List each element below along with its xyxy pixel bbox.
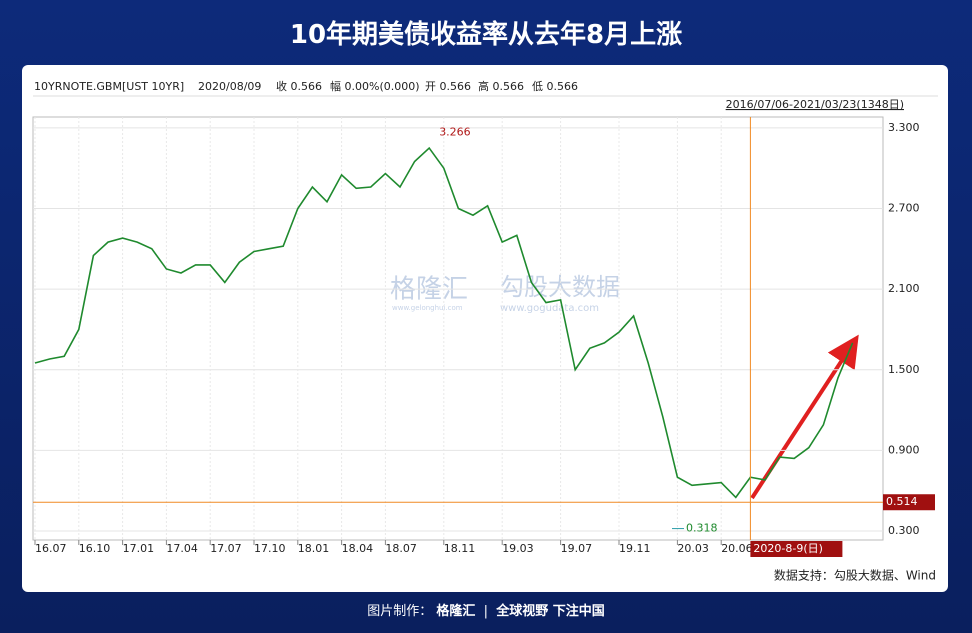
watermark-data-url: www.gogudata.com [500,303,599,314]
cursor-label: 2020-8-9(日) [753,542,823,555]
x-tick-label: 20.03 [677,542,709,555]
y-tick-label: 2.700 [888,202,920,215]
x-tick-label: 18.07 [385,542,417,555]
y-tick-label: 3.300 [888,121,920,134]
x-tick-label: 17.04 [166,542,198,555]
cursor-tag [750,541,843,557]
watermark-url: www.gelonghui.com [392,304,463,312]
footer: 图片制作： 格隆汇 | 全球视野 下注中国 [367,604,605,619]
footer-brand: 格隆汇 [436,604,476,619]
made-by: 图片制作： [367,604,433,619]
price-label: 0.514 [886,495,918,508]
date: 2020/08/09 [198,80,261,93]
x-tick-label: 18.01 [298,542,330,555]
y-tick-label: 1.500 [888,363,920,376]
trend-arrow [750,334,859,500]
close: 收 0.566 [276,79,322,93]
low: 低 0.566 [532,80,578,93]
x-tick-label: 18.11 [444,542,476,555]
x-tick-label: 19.07 [561,542,593,555]
x-tick-label: 17.07 [210,542,242,555]
x-tick-label: 16.10 [79,542,111,555]
panel [22,65,948,592]
high: 高 0.566 [478,79,524,93]
symbol: 10YRNOTE.GBM[UST 10YR] [34,80,184,93]
x-tick-label: 17.01 [123,542,155,555]
page-title: 10年期美债收益率从去年8月上涨 [289,20,683,50]
yield-line [34,146,854,499]
price-tag [883,494,935,511]
x-tick-label: 17.10 [254,542,286,555]
y-tick-label: 2.100 [888,282,920,295]
min-label: 0.318 [686,522,718,535]
y-tick-label: 0.300 [888,524,920,537]
range: 2016/07/06-2021/03/23(1348日) [726,98,904,111]
watermark-data: 勾股大数据 [500,273,620,301]
x-tick-label: 19.03 [502,542,534,555]
x-tick-label: 20.06 [721,542,753,555]
x-tick-label: 19.11 [619,542,651,555]
x-tick-label: 18.04 [342,542,374,555]
x-tick-label: 16.07 [35,542,67,555]
y-tick-label: 0.900 [888,443,920,456]
max-label: 3.266 [439,125,471,138]
source: 数据支持：勾股大数据、Wind [774,568,936,583]
plot-frame [32,116,884,541]
open: 开 0.566 [425,80,471,93]
change: 幅 0.00%(0.000) [330,80,420,93]
slogan: 全球视野 下注中国 [496,604,605,619]
